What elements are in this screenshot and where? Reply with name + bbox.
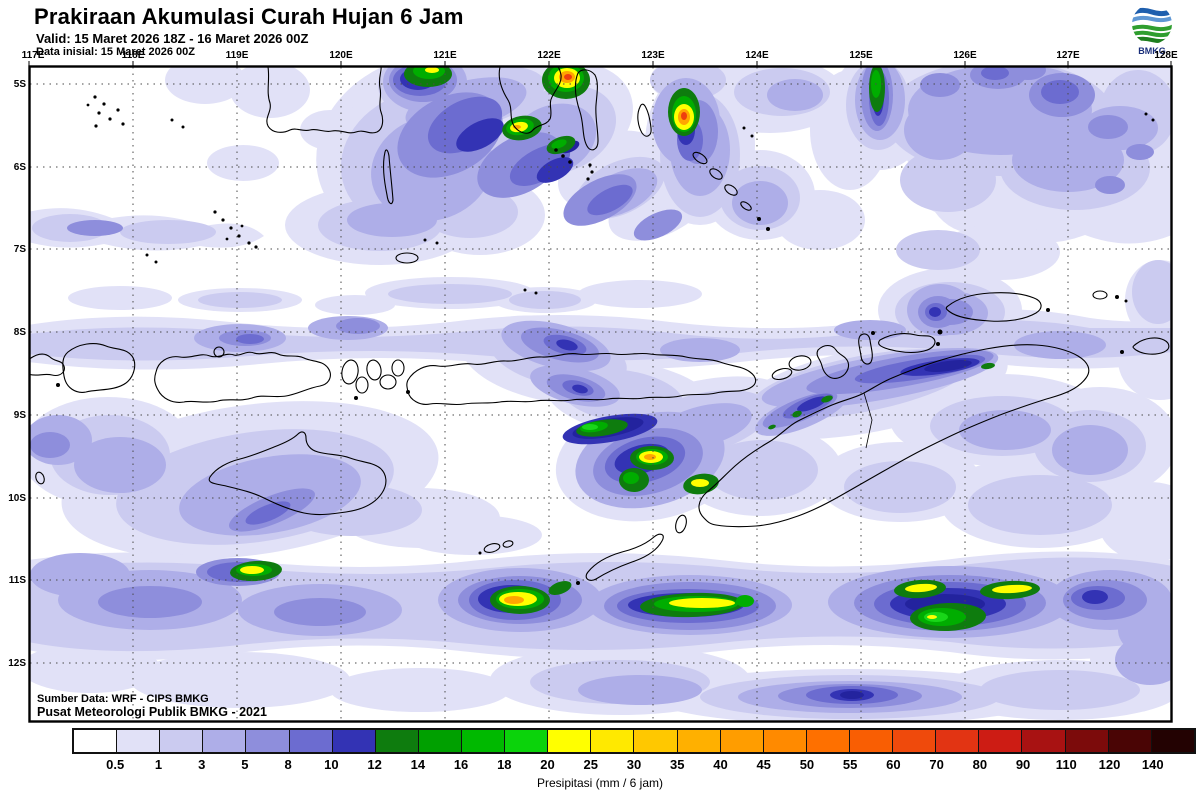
bmkg-logo: BMKG <box>1132 4 1172 56</box>
initial-data-text: Data inisial: 15 Maret 2026 00Z <box>36 46 195 58</box>
colorbar-cell <box>979 730 1023 752</box>
colorbar-tick-label: 0.5 <box>106 757 125 772</box>
colorbar-tick-label: 16 <box>453 757 469 772</box>
lat-label: 8S <box>14 327 27 338</box>
colorbar-tick-label: 90 <box>1015 757 1031 772</box>
colorbar-caption: Presipitasi (mm / 6 jam) <box>536 776 664 790</box>
colorbar-tick-label: 45 <box>756 757 771 772</box>
colorbar-tick-label: 55 <box>842 757 858 772</box>
lat-label: 12S <box>8 658 26 669</box>
colorbar-tick-label: 40 <box>713 757 728 772</box>
map-border <box>28 65 1173 723</box>
lon-label: 120E <box>329 50 353 61</box>
colorbar-tick-label: 18 <box>497 757 512 772</box>
lat-tick-labels: 5S 6S 7S 8S 9S 10S 11S 12S <box>8 79 26 669</box>
coastlines <box>30 67 1170 585</box>
logo-label: BMKG <box>1138 46 1166 56</box>
colorbar-tick-label: 120 <box>1098 757 1121 772</box>
source-line-2: Pusat Meteorologi Publik BMKG - 2021 <box>37 705 267 719</box>
lon-label: 121E <box>433 50 457 61</box>
colorbar-cell <box>591 730 635 752</box>
colorbar-tick-label: 10 <box>324 757 339 772</box>
lon-label: 119E <box>226 50 249 61</box>
colorbar-cell <box>1065 730 1109 752</box>
source-line-1: Sumber Data: WRF - CIPS BMKG <box>37 693 209 705</box>
colorbar-tick-label: 50 <box>799 757 815 772</box>
colorbar-cell <box>634 730 678 752</box>
colorbar-cell <box>418 730 462 752</box>
lon-label: 128E <box>1154 50 1178 61</box>
colorbar-tick-label: 1 <box>154 757 163 772</box>
colorbar-cell <box>461 730 506 752</box>
colorbar-tick-label: 14 <box>410 757 426 772</box>
colorbar-cell <box>375 730 419 752</box>
colorbar-tick-label: 8 <box>284 757 292 772</box>
colorbar-cell <box>720 730 764 752</box>
colorbar-cell <box>117 730 161 752</box>
colorbar-cell <box>160 730 204 752</box>
lon-label: 127E <box>1056 50 1080 61</box>
colorbar-cell <box>505 730 549 752</box>
colorbar-cell <box>1022 730 1066 752</box>
colorbar-tick-label: 110 <box>1055 757 1077 772</box>
colorbar-cell <box>849 730 894 752</box>
colorbar-tick-label: 60 <box>886 757 901 772</box>
colorbar-cell <box>763 730 807 752</box>
lat-label: 5S <box>14 79 27 90</box>
colorbar-tick-label: 20 <box>540 757 555 772</box>
lon-ticks <box>28 61 1172 66</box>
colorbar-cell <box>246 730 290 752</box>
colorbar-tick-labels: 0.5 1 3 5 8 10 12 14 16 18 20 25 30 35 40 45 50 55 60 70 80 9… <box>72 757 1196 773</box>
colorbar-cell <box>893 730 937 752</box>
lon-tick-labels: 117E 118E 119E 120E 121E 122E 123E 124E … <box>22 50 1178 61</box>
colorbar-tick-label: 70 <box>929 757 944 772</box>
lat-label: 9S <box>14 410 27 421</box>
lon-label: 118E <box>122 50 145 61</box>
valid-period-text: Valid: 15 Maret 2026 18Z - 16 Maret 2026… <box>36 31 309 46</box>
colorbar-cell <box>1151 730 1194 752</box>
colorbar-tick-label: 25 <box>583 757 598 772</box>
colorbar-cell <box>332 730 376 752</box>
colorbar <box>72 728 1196 754</box>
precipitation-field <box>30 67 1171 721</box>
colorbar-cell <box>74 730 118 752</box>
colorbar-cell <box>548 730 592 752</box>
colorbar-tick-label: 140 <box>1141 757 1164 772</box>
colorbar-tick-label: 80 <box>972 757 988 772</box>
page-title: Prakiraan Akumulasi Curah Hujan 6 Jam <box>34 4 464 29</box>
lat-label: 6S <box>14 162 27 173</box>
colorbar-tick-label: 3 <box>198 757 206 772</box>
colorbar-tick-label: 30 <box>626 757 642 772</box>
lat-label: 11S <box>9 575 27 586</box>
colorbar-cell <box>289 730 333 752</box>
lon-label: 124E <box>745 50 769 61</box>
lon-label: 122E <box>537 50 561 61</box>
lon-label: 117E <box>22 50 45 61</box>
lat-label: 7S <box>14 244 27 255</box>
colorbar-cell <box>203 730 247 752</box>
small-island-dots <box>56 95 1155 585</box>
colorbar-cell <box>1108 730 1152 752</box>
colorbar-cell <box>936 730 980 752</box>
lat-label: 10S <box>8 493 26 504</box>
colorbar-tick-label: 35 <box>669 757 685 772</box>
colorbar-tick-label: 5 <box>241 757 249 772</box>
colorbar-cell <box>677 730 721 752</box>
lon-label: 123E <box>641 50 665 61</box>
lon-label: 126E <box>953 50 977 61</box>
colorbar-tick-label: 12 <box>367 757 382 772</box>
colorbar-cell <box>806 730 850 752</box>
source-annotation: Sumber Data: WRF - CIPS BMKG Pusat Meteo… <box>37 693 267 719</box>
lon-label: 125E <box>849 50 873 61</box>
